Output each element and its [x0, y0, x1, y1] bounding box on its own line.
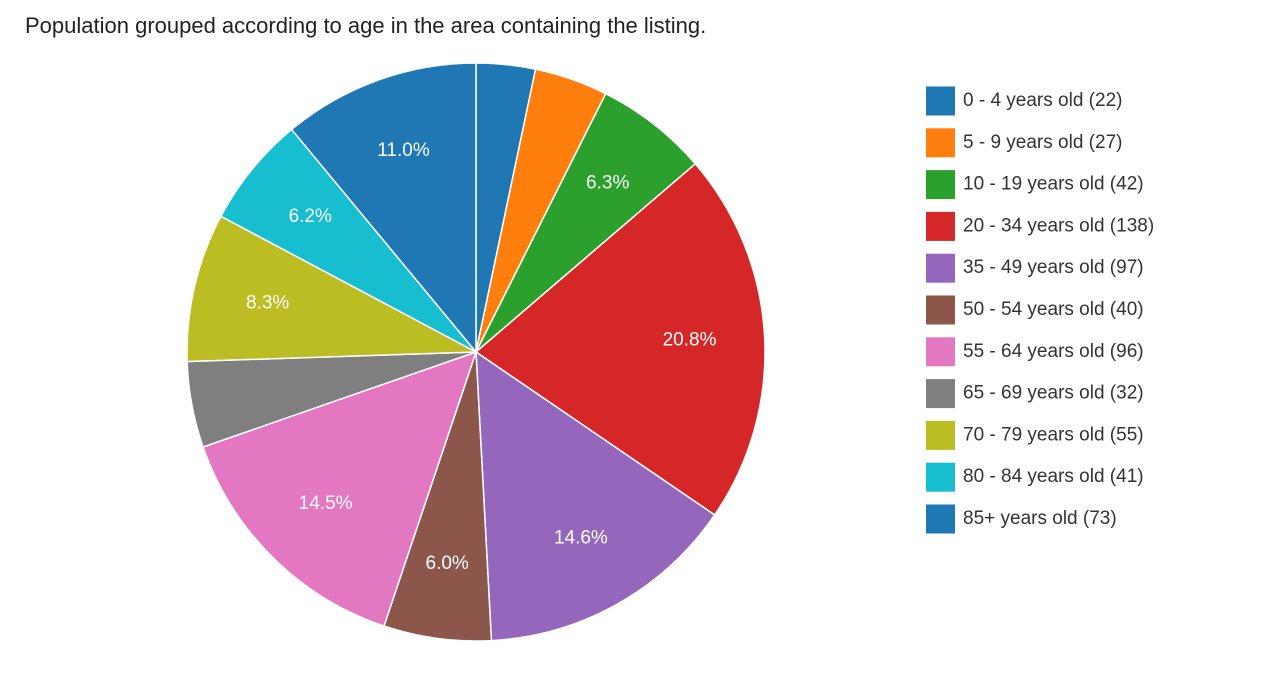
legend-label: 35 - 49 years old (97) — [963, 257, 1144, 278]
pie-slice — [186, 215, 479, 363]
legend-swatch — [926, 504, 955, 534]
legend-label: 65 - 69 years old (32) — [963, 383, 1144, 404]
legend-swatch — [926, 420, 955, 450]
slice-label: 6.0% — [426, 553, 469, 574]
slice-label: 6.2% — [289, 206, 332, 227]
legend-label: 10 - 19 years old (42) — [963, 174, 1144, 195]
pie-slice — [475, 92, 697, 353]
slice-label: 11.0% — [377, 140, 430, 161]
slice-label: 14.5% — [299, 493, 353, 514]
legend-swatch — [926, 128, 955, 158]
legend-label: 5 - 9 years old (27) — [963, 132, 1122, 153]
pie-slice — [290, 62, 477, 355]
legend-label: 85+ years old (73) — [963, 508, 1117, 529]
legend-label: 55 - 64 years old (96) — [963, 341, 1144, 362]
slice-label: 14.6% — [554, 527, 608, 548]
legend-swatch — [926, 253, 955, 283]
legend-swatch — [926, 170, 955, 200]
legend-label: 70 - 79 years old (55) — [963, 424, 1144, 445]
chart-title: Population grouped according to age in t… — [25, 13, 706, 38]
pie-slice — [474, 162, 766, 517]
slice-label: 6.3% — [586, 173, 629, 194]
legend-label: 50 - 54 years old (40) — [963, 299, 1144, 320]
legend-label: 80 - 84 years old (41) — [963, 466, 1144, 487]
legend-swatch — [926, 462, 955, 492]
legend-swatch — [926, 86, 955, 116]
pie-slice — [475, 350, 716, 642]
legend-label: 20 - 34 years old (138) — [963, 215, 1154, 236]
legend-swatch — [926, 295, 955, 325]
slice-label: 20.8% — [663, 329, 717, 350]
legend-label: 0 - 4 years old (22) — [963, 90, 1122, 111]
slice-label: 8.3% — [246, 293, 289, 314]
legend-swatch — [926, 211, 955, 241]
legend-swatch — [926, 337, 955, 367]
legend-swatch — [926, 379, 955, 409]
pie-slice — [202, 350, 478, 627]
